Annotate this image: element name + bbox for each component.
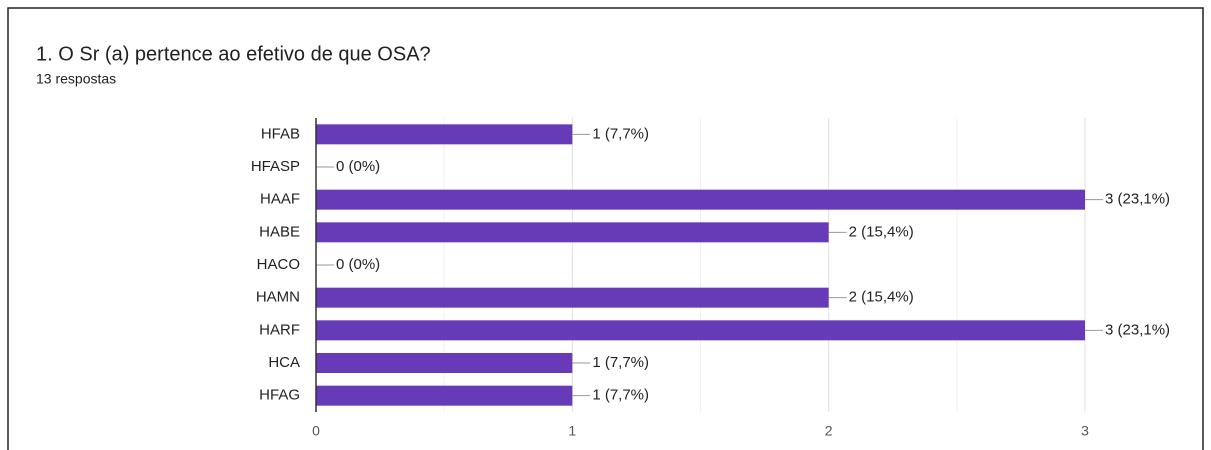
y-tick-label: HAMN [256, 289, 300, 306]
data-label: 3 (23,1%) [1105, 191, 1170, 208]
data-label: 1 (7,7%) [592, 125, 649, 142]
y-tick-label: HCA [268, 354, 300, 371]
bar [316, 124, 573, 145]
x-tick-label: 3 [1081, 423, 1089, 439]
bar [316, 189, 1085, 210]
chart-title: 1. O Sr (a) pertence ao efetivo de que O… [36, 43, 431, 65]
bar [316, 222, 829, 243]
y-tick-label: HFAB [261, 125, 300, 142]
data-label: 0 (0%) [336, 158, 380, 175]
x-tick-label: 2 [825, 423, 833, 439]
x-tick-label: 0 [312, 423, 320, 439]
data-label: 1 (7,7%) [592, 354, 649, 371]
data-label: 1 (7,7%) [592, 387, 649, 404]
y-tick-label: HABE [259, 223, 300, 240]
data-label: 0 (0%) [336, 256, 380, 273]
y-tick-label: HAAF [260, 191, 300, 208]
data-label: 3 (23,1%) [1105, 321, 1170, 338]
bar [316, 353, 573, 373]
x-tick-label: 1 [568, 423, 576, 439]
card-border [7, 7, 1204, 450]
y-tick-label: HFAG [259, 387, 300, 404]
data-label: 2 (15,4%) [849, 223, 914, 240]
bar [316, 287, 829, 308]
bar [316, 320, 1085, 341]
data-label: 2 (15,4%) [849, 289, 914, 306]
y-tick-label: HFASP [251, 158, 300, 175]
y-tick-label: HARF [259, 321, 300, 338]
chart-subtitle: 13 respostas [36, 71, 116, 87]
bar [316, 385, 573, 406]
y-tick-label: HACO [257, 256, 300, 273]
